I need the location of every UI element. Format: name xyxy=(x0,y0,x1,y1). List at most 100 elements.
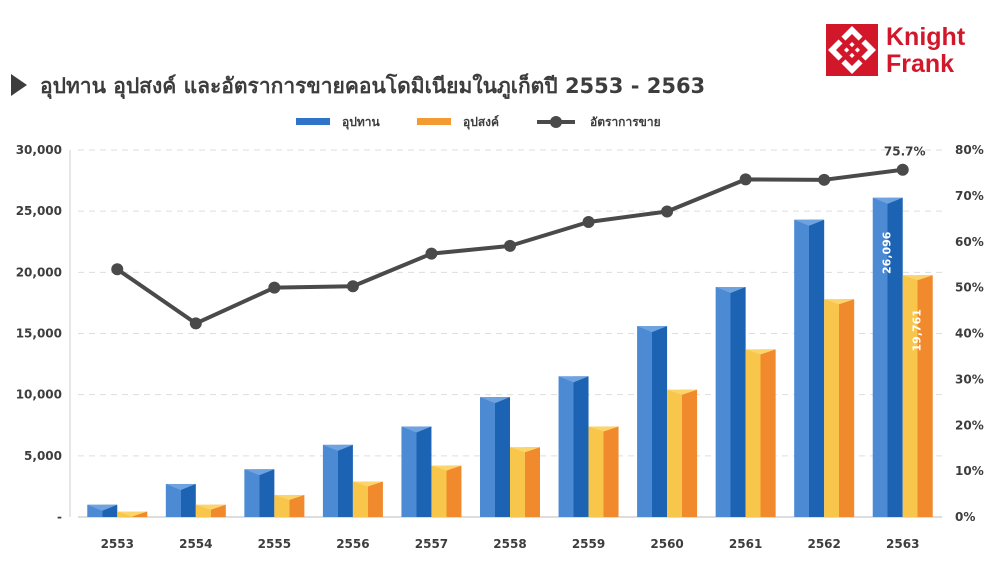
x-tick-label: 2556 xyxy=(336,537,369,551)
legend: อุปทาน อุปสงค์ อัตราการขาย xyxy=(296,115,661,130)
demand-bar-cap xyxy=(195,504,226,510)
demand-bar xyxy=(352,481,383,517)
legend-rate-label: อัตราการขาย xyxy=(590,115,661,129)
supply-bar xyxy=(322,444,353,517)
supply-bar-cap xyxy=(480,397,510,404)
right-tick-label: 70% xyxy=(955,189,984,203)
demand-bar xyxy=(902,275,933,517)
legend-rate-swatch-point xyxy=(550,116,562,128)
left-tick-label: 15,000 xyxy=(16,327,62,341)
supply-bar xyxy=(872,197,903,517)
demand-bar xyxy=(824,299,855,517)
demand-bar-cap xyxy=(667,389,698,395)
demand-bar xyxy=(745,349,776,517)
demand-bar-cap xyxy=(274,494,305,500)
logo-text-knight: Knight xyxy=(886,23,966,51)
legend-supply-swatch xyxy=(296,118,330,125)
legend-demand-label: อุปสงค์ xyxy=(463,115,499,130)
left-tick-label: 20,000 xyxy=(16,265,62,279)
supply-bar xyxy=(401,426,432,517)
supply-bar xyxy=(87,504,118,517)
supply-bar-cap xyxy=(322,444,353,451)
right-tick-label: 50% xyxy=(955,281,984,295)
title-arrow-icon xyxy=(11,74,27,96)
supply-demand-chart: อุปทาน อุปสงค์ อัตราการขาย - 5,000 10,000 15,… xyxy=(16,115,984,551)
x-tick-label: 2555 xyxy=(258,537,291,551)
supply-bar xyxy=(794,219,825,517)
supply-label-last: 26,096 xyxy=(881,231,894,274)
left-axis: - 5,000 10,000 15,000 20,000 25,000 30,000 xyxy=(16,143,71,524)
x-tick-label: 2561 xyxy=(729,537,762,551)
page-title: อุปทาน อุปสงค์ และอัตราการขายคอนโดมิเนีย… xyxy=(40,74,706,98)
x-tick-label: 2562 xyxy=(807,537,840,551)
x-axis: 2553 2554 2555 2556 2557 2558 2559 2560 2561 2562… xyxy=(101,537,920,551)
sales-rate-point xyxy=(582,216,595,229)
right-tick-label: 40% xyxy=(955,327,984,341)
demand-bar xyxy=(195,504,226,517)
supply-bar-cap xyxy=(87,504,118,511)
right-tick-label: 60% xyxy=(955,235,984,249)
bars xyxy=(87,197,933,517)
x-tick-label: 2558 xyxy=(493,537,526,551)
supply-bar xyxy=(244,469,275,517)
supply-bar xyxy=(558,376,589,517)
sales-rate-point xyxy=(425,247,438,260)
demand-bar-cap xyxy=(510,447,540,453)
supply-bar-cap xyxy=(558,376,589,383)
left-tick-label: - xyxy=(57,510,62,524)
demand-bar-cap xyxy=(431,465,462,471)
demand-label-last: 19,761 xyxy=(911,309,924,351)
sales-rate-point xyxy=(504,239,516,252)
supply-bar xyxy=(480,397,510,517)
left-tick-label: 25,000 xyxy=(16,204,62,218)
demand-bar-cap xyxy=(117,511,148,517)
x-tick-label: 2563 xyxy=(886,537,919,551)
left-tick-label: 5,000 xyxy=(24,449,62,463)
right-tick-label: 80% xyxy=(955,143,984,157)
sales-rate-point xyxy=(189,317,202,330)
demand-bar xyxy=(510,447,540,517)
supply-bar-cap xyxy=(794,219,825,226)
knight-frank-logo: Knight Frank xyxy=(826,24,996,80)
sales-rate-point xyxy=(739,173,752,186)
sales-rate-point xyxy=(111,263,124,276)
right-tick-label: 10% xyxy=(955,464,984,478)
sales-rate-point xyxy=(268,281,281,294)
demand-bar xyxy=(667,389,698,517)
sales-rate-line xyxy=(111,163,909,330)
right-tick-label: 0% xyxy=(955,510,975,524)
sales-rate-point xyxy=(818,173,831,186)
x-tick-label: 2557 xyxy=(415,537,448,551)
demand-bar-cap xyxy=(352,481,383,487)
supply-bar-cap xyxy=(872,197,903,204)
demand-bar-cap xyxy=(588,426,619,432)
supply-bar-cap xyxy=(244,469,275,476)
knight-frank-logo-icon xyxy=(826,24,878,76)
left-tick-label: 30,000 xyxy=(16,143,62,157)
supply-bar xyxy=(715,287,746,517)
legend-supply-label: อุปทาน xyxy=(342,115,380,130)
supply-bar-cap xyxy=(401,426,432,433)
x-tick-label: 2554 xyxy=(179,537,212,551)
supply-bar-cap xyxy=(165,483,196,490)
demand-bar xyxy=(588,426,619,517)
x-tick-label: 2553 xyxy=(101,537,134,551)
demand-bar-cap xyxy=(824,299,855,305)
demand-bar xyxy=(274,494,305,517)
right-tick-label: 30% xyxy=(955,372,984,386)
right-tick-label: 20% xyxy=(955,418,984,432)
x-tick-label: 2559 xyxy=(572,537,605,551)
data-labels: 75.7% 26,096 19,761 xyxy=(881,145,926,352)
logo-text-frank: Frank xyxy=(886,50,955,78)
rate-label-last: 75.7% xyxy=(884,145,926,159)
supply-bar xyxy=(637,326,668,517)
demand-bar-cap xyxy=(745,349,776,355)
legend-demand-swatch xyxy=(417,118,451,125)
sales-rate-point xyxy=(661,205,674,218)
supply-bar-cap xyxy=(715,287,746,294)
sales-rate-point xyxy=(896,163,909,176)
supply-bar-cap xyxy=(637,326,668,333)
sales-rate-point xyxy=(346,280,359,293)
right-axis: 0% 10% 20% 30% 40% 50% 60% 70% 80% xyxy=(955,143,984,524)
demand-bar-cap xyxy=(902,275,933,281)
